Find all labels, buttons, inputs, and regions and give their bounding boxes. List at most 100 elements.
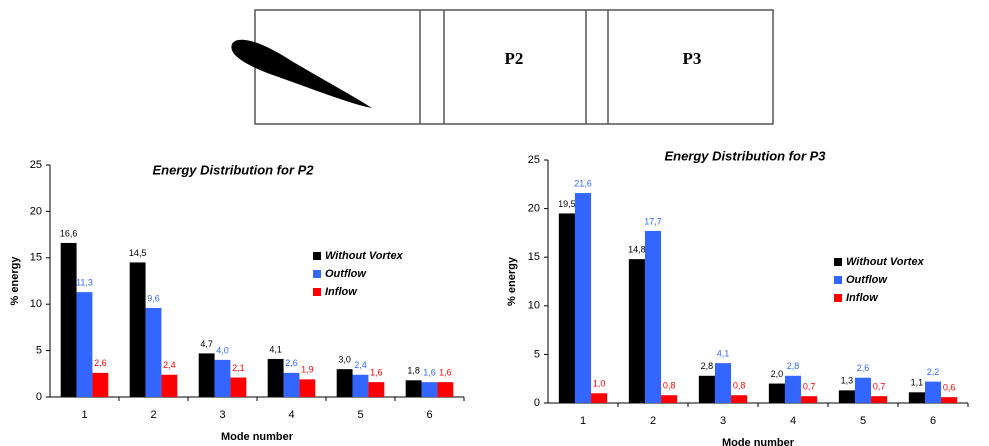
value-label: 3,0: [338, 355, 351, 365]
value-label: 2,0: [771, 369, 784, 379]
legend-swatch: [834, 294, 842, 302]
y-axis-title: % energy: [9, 256, 21, 306]
bar: [198, 353, 215, 397]
region-label: P2: [505, 49, 524, 68]
legend-label: Outflow: [846, 274, 888, 286]
bar: [591, 393, 608, 403]
bar: [92, 372, 109, 397]
value-label: 4,1: [717, 349, 730, 359]
bar: [558, 213, 575, 403]
x-tick-label: 4: [288, 409, 294, 421]
legend-label: Inflow: [846, 292, 879, 304]
value-label: 4,7: [200, 339, 213, 349]
value-label: 16,6: [60, 228, 78, 238]
legend-swatch: [313, 270, 321, 278]
y-tick-label: 5: [36, 345, 42, 357]
bar: [283, 372, 300, 397]
x-tick-label: 2: [150, 409, 156, 421]
region-label: P3: [683, 49, 702, 68]
bar: [801, 396, 818, 403]
value-label: 2,6: [94, 358, 107, 368]
y-tick-label: 10: [30, 298, 42, 310]
bar: [644, 230, 662, 403]
value-label: 1,9: [301, 365, 314, 375]
value-label: 11,3: [76, 278, 93, 288]
value-label: 4,0: [216, 345, 229, 355]
value-label: 1,6: [423, 368, 436, 378]
value-label: 0,7: [803, 382, 816, 392]
value-label: 0,8: [663, 381, 676, 391]
value-label: 19,5: [558, 199, 576, 209]
value-label: 1,1: [911, 378, 924, 388]
chart-title: Energy Distribution for P3: [664, 148, 826, 163]
legend-swatch: [834, 276, 842, 284]
value-label: 14,5: [129, 248, 147, 258]
bar: [145, 307, 162, 397]
value-label: 2,8: [787, 361, 800, 371]
bar: [731, 395, 748, 403]
value-label: 0,8: [733, 381, 746, 391]
bar: [698, 375, 715, 403]
bar: [129, 262, 146, 397]
x-tick-label: 5: [860, 415, 866, 427]
value-label: 2,6: [857, 363, 870, 373]
value-label: 1,6: [370, 368, 383, 378]
y-tick-label: 15: [528, 251, 540, 263]
value-label: 1,6: [439, 368, 452, 378]
y-tick-label: 25: [30, 159, 42, 171]
bar: [230, 377, 247, 397]
legend-label: Inflow: [325, 286, 358, 298]
y-tick-label: 20: [30, 205, 42, 217]
bar: [908, 392, 925, 403]
x-tick-label: 6: [426, 409, 432, 421]
x-tick-label: 6: [930, 415, 936, 427]
value-label: 2,4: [163, 360, 176, 370]
chart: Energy Distribution for P3 Mode number % e…: [506, 148, 969, 446]
bar: [574, 193, 592, 403]
x-tick-label: 1: [580, 415, 586, 427]
value-label: 2,1: [232, 363, 245, 373]
legend-swatch: [834, 258, 842, 266]
value-label: 0,6: [943, 383, 956, 393]
value-label: 14,8: [628, 245, 646, 255]
bar: [437, 382, 454, 397]
x-axis-title: Mode number: [722, 437, 795, 446]
legend-label: Outflow: [325, 268, 367, 280]
bar: [768, 383, 785, 403]
bar: [214, 359, 231, 397]
value-label: 1,0: [593, 379, 606, 389]
value-label: 2,2: [927, 367, 940, 377]
value-label: 2,8: [701, 361, 714, 371]
value-label: 2,4: [354, 360, 367, 370]
x-tick-label: 5: [357, 409, 363, 421]
airfoil: [231, 39, 372, 109]
y-tick-label: 0: [36, 391, 42, 403]
y-axis-title: % energy: [506, 256, 518, 306]
bar: [299, 379, 316, 397]
value-label: 17,7: [644, 216, 662, 226]
value-label: 9,6: [147, 293, 160, 303]
bar: [661, 395, 678, 403]
value-label: 1,3: [841, 376, 854, 386]
bar: [628, 259, 645, 403]
x-tick-label: 1: [81, 409, 87, 421]
bar: [368, 382, 385, 397]
value-label: 2,6: [285, 358, 298, 368]
chart-title: Energy Distribution for P2: [152, 162, 314, 177]
bar: [924, 381, 942, 403]
value-label: 0,7: [873, 382, 886, 392]
bar: [854, 377, 872, 403]
x-axis-title: Mode number: [221, 431, 294, 443]
y-tick-label: 25: [528, 154, 540, 166]
bar: [784, 375, 802, 403]
domain-diagram: P2 P3: [231, 9, 774, 125]
x-tick-label: 3: [720, 415, 726, 427]
bar: [76, 292, 93, 397]
y-tick-label: 5: [534, 348, 540, 360]
value-label: 1,8: [407, 366, 420, 376]
x-tick-label: 4: [790, 415, 796, 427]
y-tick-label: 15: [30, 252, 42, 264]
x-tick-label: 2: [650, 415, 656, 427]
bar: [352, 374, 369, 397]
bar: [871, 396, 888, 403]
